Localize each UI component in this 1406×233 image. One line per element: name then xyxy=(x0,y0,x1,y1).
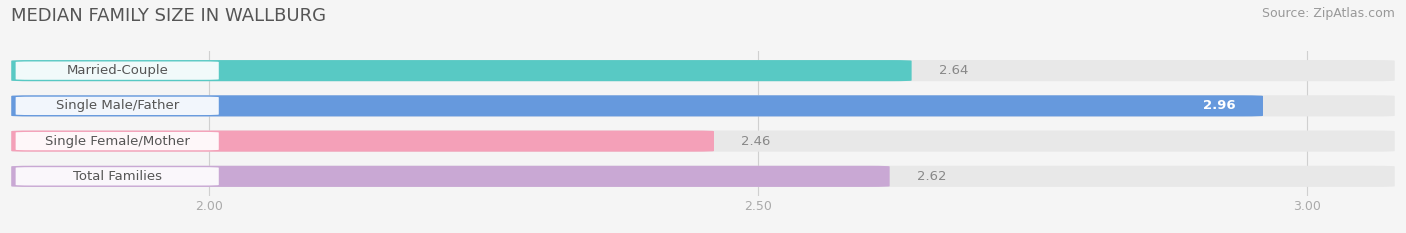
FancyBboxPatch shape xyxy=(11,166,890,187)
Text: 2.96: 2.96 xyxy=(1204,99,1236,112)
FancyBboxPatch shape xyxy=(11,166,1395,187)
Text: 2.46: 2.46 xyxy=(741,135,770,148)
FancyBboxPatch shape xyxy=(15,132,219,150)
FancyBboxPatch shape xyxy=(11,60,1395,81)
FancyBboxPatch shape xyxy=(11,95,1263,116)
Text: Source: ZipAtlas.com: Source: ZipAtlas.com xyxy=(1261,7,1395,20)
FancyBboxPatch shape xyxy=(11,130,1395,152)
Text: 2.62: 2.62 xyxy=(917,170,946,183)
FancyBboxPatch shape xyxy=(11,60,911,81)
Text: 2.64: 2.64 xyxy=(939,64,969,77)
Text: Single Female/Mother: Single Female/Mother xyxy=(45,135,190,148)
FancyBboxPatch shape xyxy=(11,130,714,152)
FancyBboxPatch shape xyxy=(15,97,219,115)
Text: Total Families: Total Families xyxy=(73,170,162,183)
Text: MEDIAN FAMILY SIZE IN WALLBURG: MEDIAN FAMILY SIZE IN WALLBURG xyxy=(11,7,326,25)
Text: Single Male/Father: Single Male/Father xyxy=(56,99,179,112)
Text: Married-Couple: Married-Couple xyxy=(66,64,169,77)
FancyBboxPatch shape xyxy=(11,95,1395,116)
FancyBboxPatch shape xyxy=(15,62,219,80)
FancyBboxPatch shape xyxy=(15,167,219,185)
